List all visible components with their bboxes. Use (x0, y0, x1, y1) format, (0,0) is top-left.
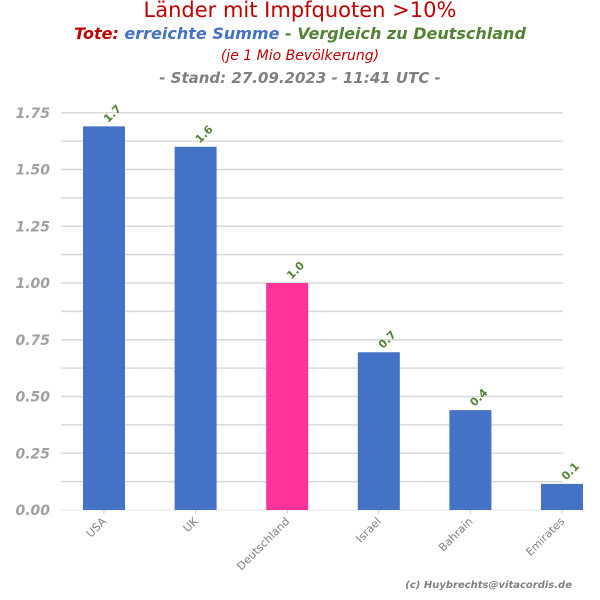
y-tick-label: 0.75 (15, 333, 50, 349)
y-tick-label: 1.75 (15, 106, 50, 122)
y-tick-label: 0.25 (15, 446, 50, 462)
x-tick-label: Emirates (523, 515, 567, 559)
subtitle-part-summe: erreichte Summe (124, 24, 280, 43)
chart-timestamp: - Stand: 27.09.2023 - 11:41 UTC - (159, 69, 441, 87)
x-tick-label: Bahrain (436, 515, 475, 554)
data-label: 1.0 (284, 259, 307, 282)
bar-deutschland (266, 283, 309, 510)
bar-uk (174, 146, 217, 511)
chart-subtitle-per-million: (je 1 Mio Bevölkerung) (220, 48, 380, 64)
y-tick-label: 1.00 (15, 276, 50, 292)
chart-subtitle: Tote: erreichte Summe - Vergleich zu Deu… (0, 24, 600, 43)
bar-emirates (541, 483, 583, 510)
bar-usa (83, 126, 125, 511)
data-label: 0.7 (376, 328, 399, 351)
subtitle-part-vergleich: - Vergleich zu Deutschland (285, 24, 526, 43)
data-label: 0.4 (467, 386, 490, 409)
data-label: 1.7 (101, 102, 124, 125)
x-tick-label: UK (181, 514, 202, 535)
bar-bahrain (449, 410, 492, 510)
x-tick-label: Deutschland (234, 515, 292, 573)
y-tick-label: 0.00 (15, 503, 50, 519)
bar-israel (357, 352, 400, 510)
x-tick-label: Israel (353, 515, 383, 545)
y-tick-label: 1.25 (15, 219, 50, 235)
subtitle-part-tote: Tote: (74, 24, 119, 43)
data-label: 1.6 (193, 123, 216, 146)
y-tick-label: 0.50 (15, 390, 50, 406)
credit-footer: (c) Huybrechts@vitacordis.de (405, 580, 572, 591)
x-tick-label: USA (84, 515, 110, 541)
chart-title: Länder mit Impfquoten >10% (143, 0, 457, 22)
data-label: 0.1 (559, 460, 582, 483)
y-tick-label: 1.50 (15, 163, 50, 179)
